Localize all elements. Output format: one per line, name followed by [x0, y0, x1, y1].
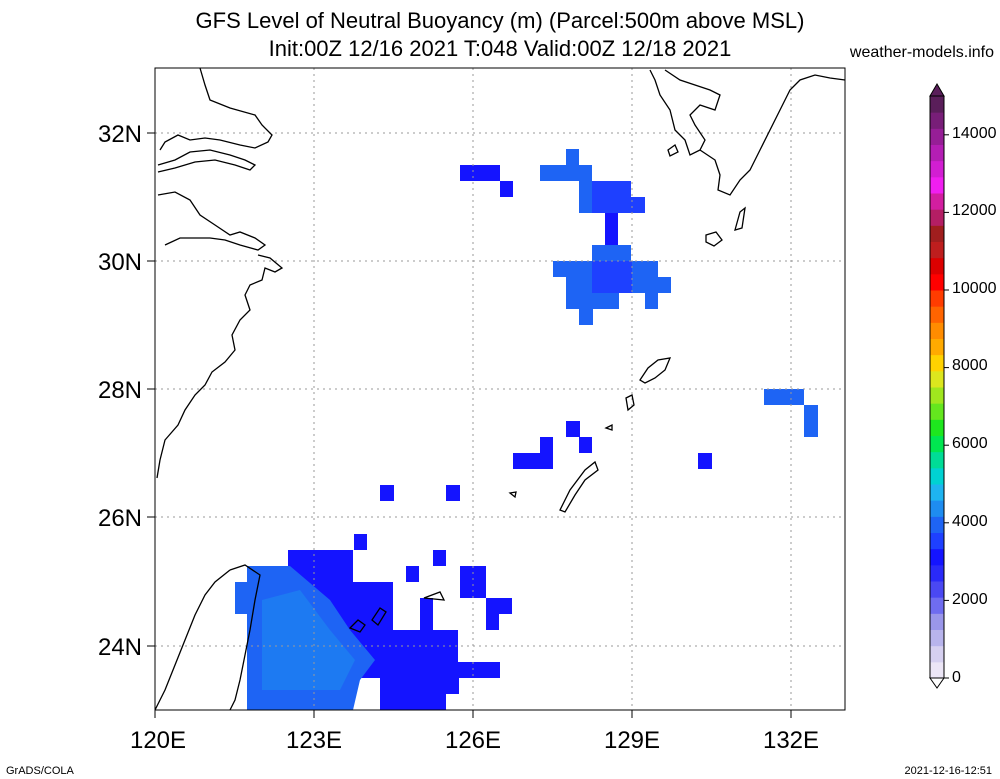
colorbar-segment	[930, 629, 944, 647]
colorbar-label: 14000	[952, 125, 997, 142]
lat-tick-label: 28N	[98, 377, 142, 404]
colorbar-segment	[930, 257, 944, 275]
colorbar-segment	[930, 435, 944, 453]
colorbar-segment	[930, 225, 944, 242]
colorbar-segment	[930, 273, 944, 291]
colorbar-segment	[930, 160, 944, 178]
colorbar-segment	[930, 322, 944, 339]
colorbar-segment	[930, 176, 944, 194]
colorbar-label: 2000	[952, 591, 988, 608]
colorbar-segment	[930, 338, 944, 356]
site-credit: weather-models.info	[849, 44, 994, 61]
colorbar-segment	[930, 661, 944, 679]
colorbar-label: 12000	[952, 202, 997, 219]
colorbar-segment	[930, 532, 944, 550]
colorbar-label: 8000	[952, 357, 988, 374]
buoyancy-field	[235, 149, 818, 710]
colorbar-label: 6000	[952, 435, 988, 452]
colorbar-segment	[930, 645, 944, 663]
lon-tick-label: 129E	[604, 727, 660, 754]
lat-tick-label: 24N	[98, 634, 142, 661]
colorbar-label: 0	[952, 669, 961, 686]
coastlines	[154, 67, 846, 711]
colorbar-segment	[930, 597, 944, 614]
lat-tick-label: 26N	[98, 505, 142, 532]
colorbar-segment	[930, 112, 944, 129]
colorbar-segment	[930, 451, 944, 469]
colorbar-segment	[930, 516, 944, 533]
colorbar-segment	[930, 403, 944, 420]
colorbar-segment	[930, 128, 944, 145]
colorbar-segment	[930, 96, 944, 113]
colorbar-segment	[930, 564, 944, 582]
colorbar-label: 4000	[952, 513, 988, 530]
colorbar-segment	[930, 193, 944, 210]
colorbar-segment	[930, 500, 944, 517]
lon-tick-label: 120E	[130, 727, 186, 754]
map-title-line2: Init:00Z 12/16 2021 T:048 Valid:00Z 12/1…	[268, 36, 732, 61]
lat-tick-label: 32N	[98, 121, 142, 148]
colorbar-segment	[930, 306, 944, 323]
footer-timestamp: 2021-12-16-12:51	[904, 765, 992, 777]
lat-tick-label: 30N	[98, 249, 142, 276]
colorbar-segment	[930, 387, 944, 404]
colorbar-segment	[930, 467, 944, 485]
lon-tick-label: 132E	[763, 727, 819, 754]
lon-tick-label: 126E	[445, 727, 501, 754]
axis-ticks	[147, 132, 792, 718]
colorbar-segment	[930, 548, 944, 566]
colorbar-segment	[930, 290, 944, 307]
colorbar-segment	[930, 241, 944, 259]
colorbar-segment	[930, 613, 944, 630]
colorbar-max-arrow	[929, 83, 945, 97]
colorbar-segment	[930, 144, 944, 162]
colorbar-segment	[930, 370, 944, 388]
colorbar-segment	[930, 209, 944, 226]
colorbar	[929, 83, 949, 689]
footer-credit: GrADS/COLA	[6, 765, 74, 777]
lon-tick-label: 123E	[286, 727, 342, 754]
map-title-line1: GFS Level of Neutral Buoyancy (m) (Parce…	[195, 8, 805, 33]
colorbar-min-arrow	[929, 677, 945, 689]
colorbar-frame	[929, 95, 945, 679]
colorbar-segment	[930, 581, 944, 598]
colorbar-segment	[930, 484, 944, 501]
colorbar-label: 10000	[952, 280, 997, 297]
colorbar-segment	[930, 354, 944, 372]
colorbar-segment	[930, 419, 944, 436]
